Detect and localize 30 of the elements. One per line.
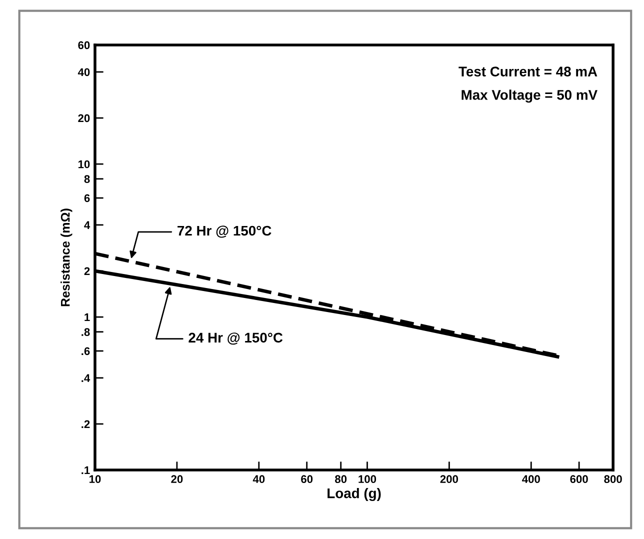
x-tick-label: 40 [252,475,265,484]
y-tick-label: .2 [82,420,90,428]
x-tick-label: 80 [335,475,347,484]
x-tick-label: 10 [90,475,101,484]
y-tick-label: 6 [84,194,90,202]
y-tick-label: 2 [84,267,90,276]
y-tick-label: .8 [82,328,90,336]
y-tick-label: 60 [78,41,90,50]
y-tick-label: .1 [82,466,90,474]
text: 24 Hr @ 150°C [188,332,283,345]
annotation: Max Voltage = 50 mV [462,90,598,103]
y-tick-label: 20 [78,114,90,122]
y-tick-label: .4 [82,374,90,382]
x-tick-label: 20 [171,475,183,484]
y-tick-label: .6 [82,347,90,356]
x-tick-label: 200 [440,475,458,484]
y-tick-label: 8 [84,175,90,184]
x-tick-label: 100 [358,475,376,484]
x-tick-label: 400 [522,475,540,484]
y-tick-label: 1 [84,313,90,322]
x-tick-label: 600 [570,475,588,484]
x-tick-label: 800 [604,475,622,484]
y-tick-label: 40 [78,68,90,76]
x-tick-label: 60 [301,475,313,484]
y-tick-label: 10 [78,160,90,168]
y-axis-title: Resistance (mΩ) [60,208,72,306]
text: 72 Hr @ 150°C [178,226,272,238]
annotation: Test Current = 48 mA [458,66,598,76]
x-axis-title: Load (g) [328,488,381,502]
y-tick-label: 4 [84,221,90,229]
